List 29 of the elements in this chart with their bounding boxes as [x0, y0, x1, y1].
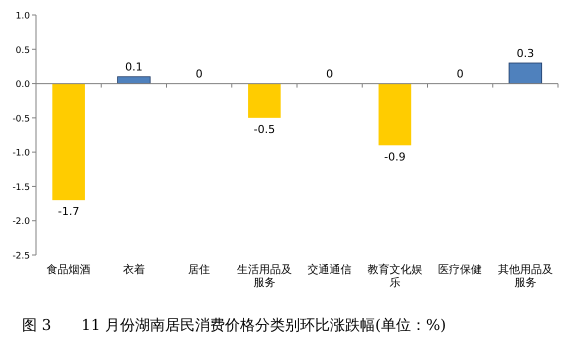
x-tick-label: 交通通信: [308, 263, 352, 276]
x-tick-label: 教育文化娱乐: [367, 263, 422, 289]
data-label: 0: [196, 68, 203, 81]
data-label: 0.1: [125, 60, 143, 74]
y-tick-label: 0.0: [16, 80, 30, 90]
data-label: -0.5: [254, 122, 276, 136]
y-tick-label: 1.0: [16, 12, 30, 22]
data-label: -0.9: [384, 150, 406, 164]
data-label: 0.3: [516, 47, 534, 60]
data-label: 0: [456, 68, 464, 81]
y-tick-label: -2.5: [12, 252, 30, 262]
x-tick-label: 医疗保健: [438, 263, 482, 276]
x-tick-label: 其他用品及服务: [498, 263, 553, 289]
data-label: 0: [326, 68, 334, 81]
y-tick-label: -0.5: [12, 114, 30, 124]
y-tick-label: -1.5: [12, 182, 30, 193]
bar: [378, 84, 412, 146]
x-tick-label: 生活用品及服务: [236, 263, 292, 289]
bar: [508, 62, 542, 84]
x-tick-label: 衣着: [122, 263, 145, 276]
bar: [52, 84, 85, 200]
bar: [248, 84, 281, 118]
y-tick-label: -2.0: [12, 217, 30, 228]
data-label: -1.7: [58, 205, 80, 218]
y-tick-label: -1.0: [12, 148, 30, 159]
x-tick-label: 居住: [188, 263, 210, 276]
y-tick-label: 0.5: [16, 46, 30, 56]
x-tick-label: 食品烟酒: [46, 263, 91, 276]
text: 图 3 11 月份湖南居民消费价格分类别环比涨跌幅(单位：%): [22, 316, 446, 334]
